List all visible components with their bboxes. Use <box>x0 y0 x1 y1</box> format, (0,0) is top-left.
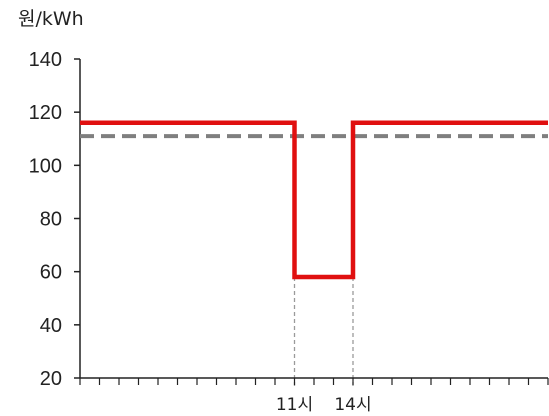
y-tick-label-6: 140 <box>29 49 62 71</box>
x-annotation-label-0: 11시 <box>276 395 313 415</box>
series-line-solid <box>80 120 548 280</box>
y-tick-label-4: 100 <box>29 155 62 177</box>
y-tick-label-1: 40 <box>40 315 62 337</box>
y-tick-label-5: 120 <box>29 102 62 124</box>
y-tick-label-2: 60 <box>40 262 62 284</box>
y-tick-label-0: 20 <box>40 368 62 390</box>
y-axis-unit-label: 원/kWh <box>18 8 84 30</box>
y-tick-label-3: 80 <box>40 209 62 231</box>
x-annotation-label-1: 14시 <box>334 395 371 415</box>
